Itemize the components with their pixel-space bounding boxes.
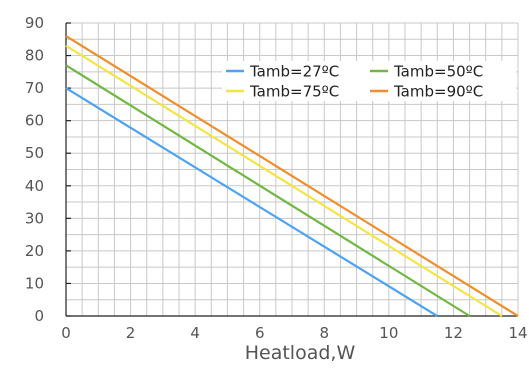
x-tick-labels: 0 2 4 6 8 10 12 14 xyxy=(61,324,527,342)
y-tick-label: 10 xyxy=(25,274,44,292)
x-tick-label: 8 xyxy=(320,324,330,342)
x-tick-label: 10 xyxy=(379,324,398,342)
y-tick-labels: 0 10 20 30 40 50 60 70 80 90 xyxy=(25,14,71,325)
series-line xyxy=(65,44,503,317)
x-tick-label: 14 xyxy=(508,324,527,342)
x-tick-label: 0 xyxy=(61,324,71,342)
x-tick-label: 4 xyxy=(190,324,200,342)
legend-label: Tamb=50ºC xyxy=(393,63,483,81)
y-tick-label: 90 xyxy=(25,14,44,32)
legend-label: Tamb=90ºC xyxy=(393,83,483,101)
y-tick-label: 0 xyxy=(34,307,44,325)
legend-label: Tamb=27ºC xyxy=(249,63,339,81)
axes xyxy=(65,23,518,317)
y-tick-label: 60 xyxy=(25,112,44,130)
y-tick-label: 80 xyxy=(25,47,44,65)
y-tick-label: 50 xyxy=(25,144,44,162)
x-tick-label: 2 xyxy=(126,324,136,342)
legend-label: Tamb=75ºC xyxy=(249,83,339,101)
series-line xyxy=(65,64,471,317)
y-tick-label: 40 xyxy=(25,177,44,195)
series-lines xyxy=(65,35,519,317)
legend: Tamb=27ºC Tamb=50ºC Tamb=75ºC Tamb=90ºC xyxy=(222,61,516,101)
y-tick-label: 70 xyxy=(25,79,44,97)
legend-background xyxy=(222,61,516,101)
x-tick-label: 6 xyxy=(255,324,265,342)
x-axis-title: Heatload,W xyxy=(245,342,356,364)
y-tick-label: 20 xyxy=(25,242,44,260)
series-line xyxy=(65,87,438,317)
series-line xyxy=(65,35,519,317)
y-tick-label: 30 xyxy=(25,209,44,227)
x-tick-label: 12 xyxy=(444,324,463,342)
